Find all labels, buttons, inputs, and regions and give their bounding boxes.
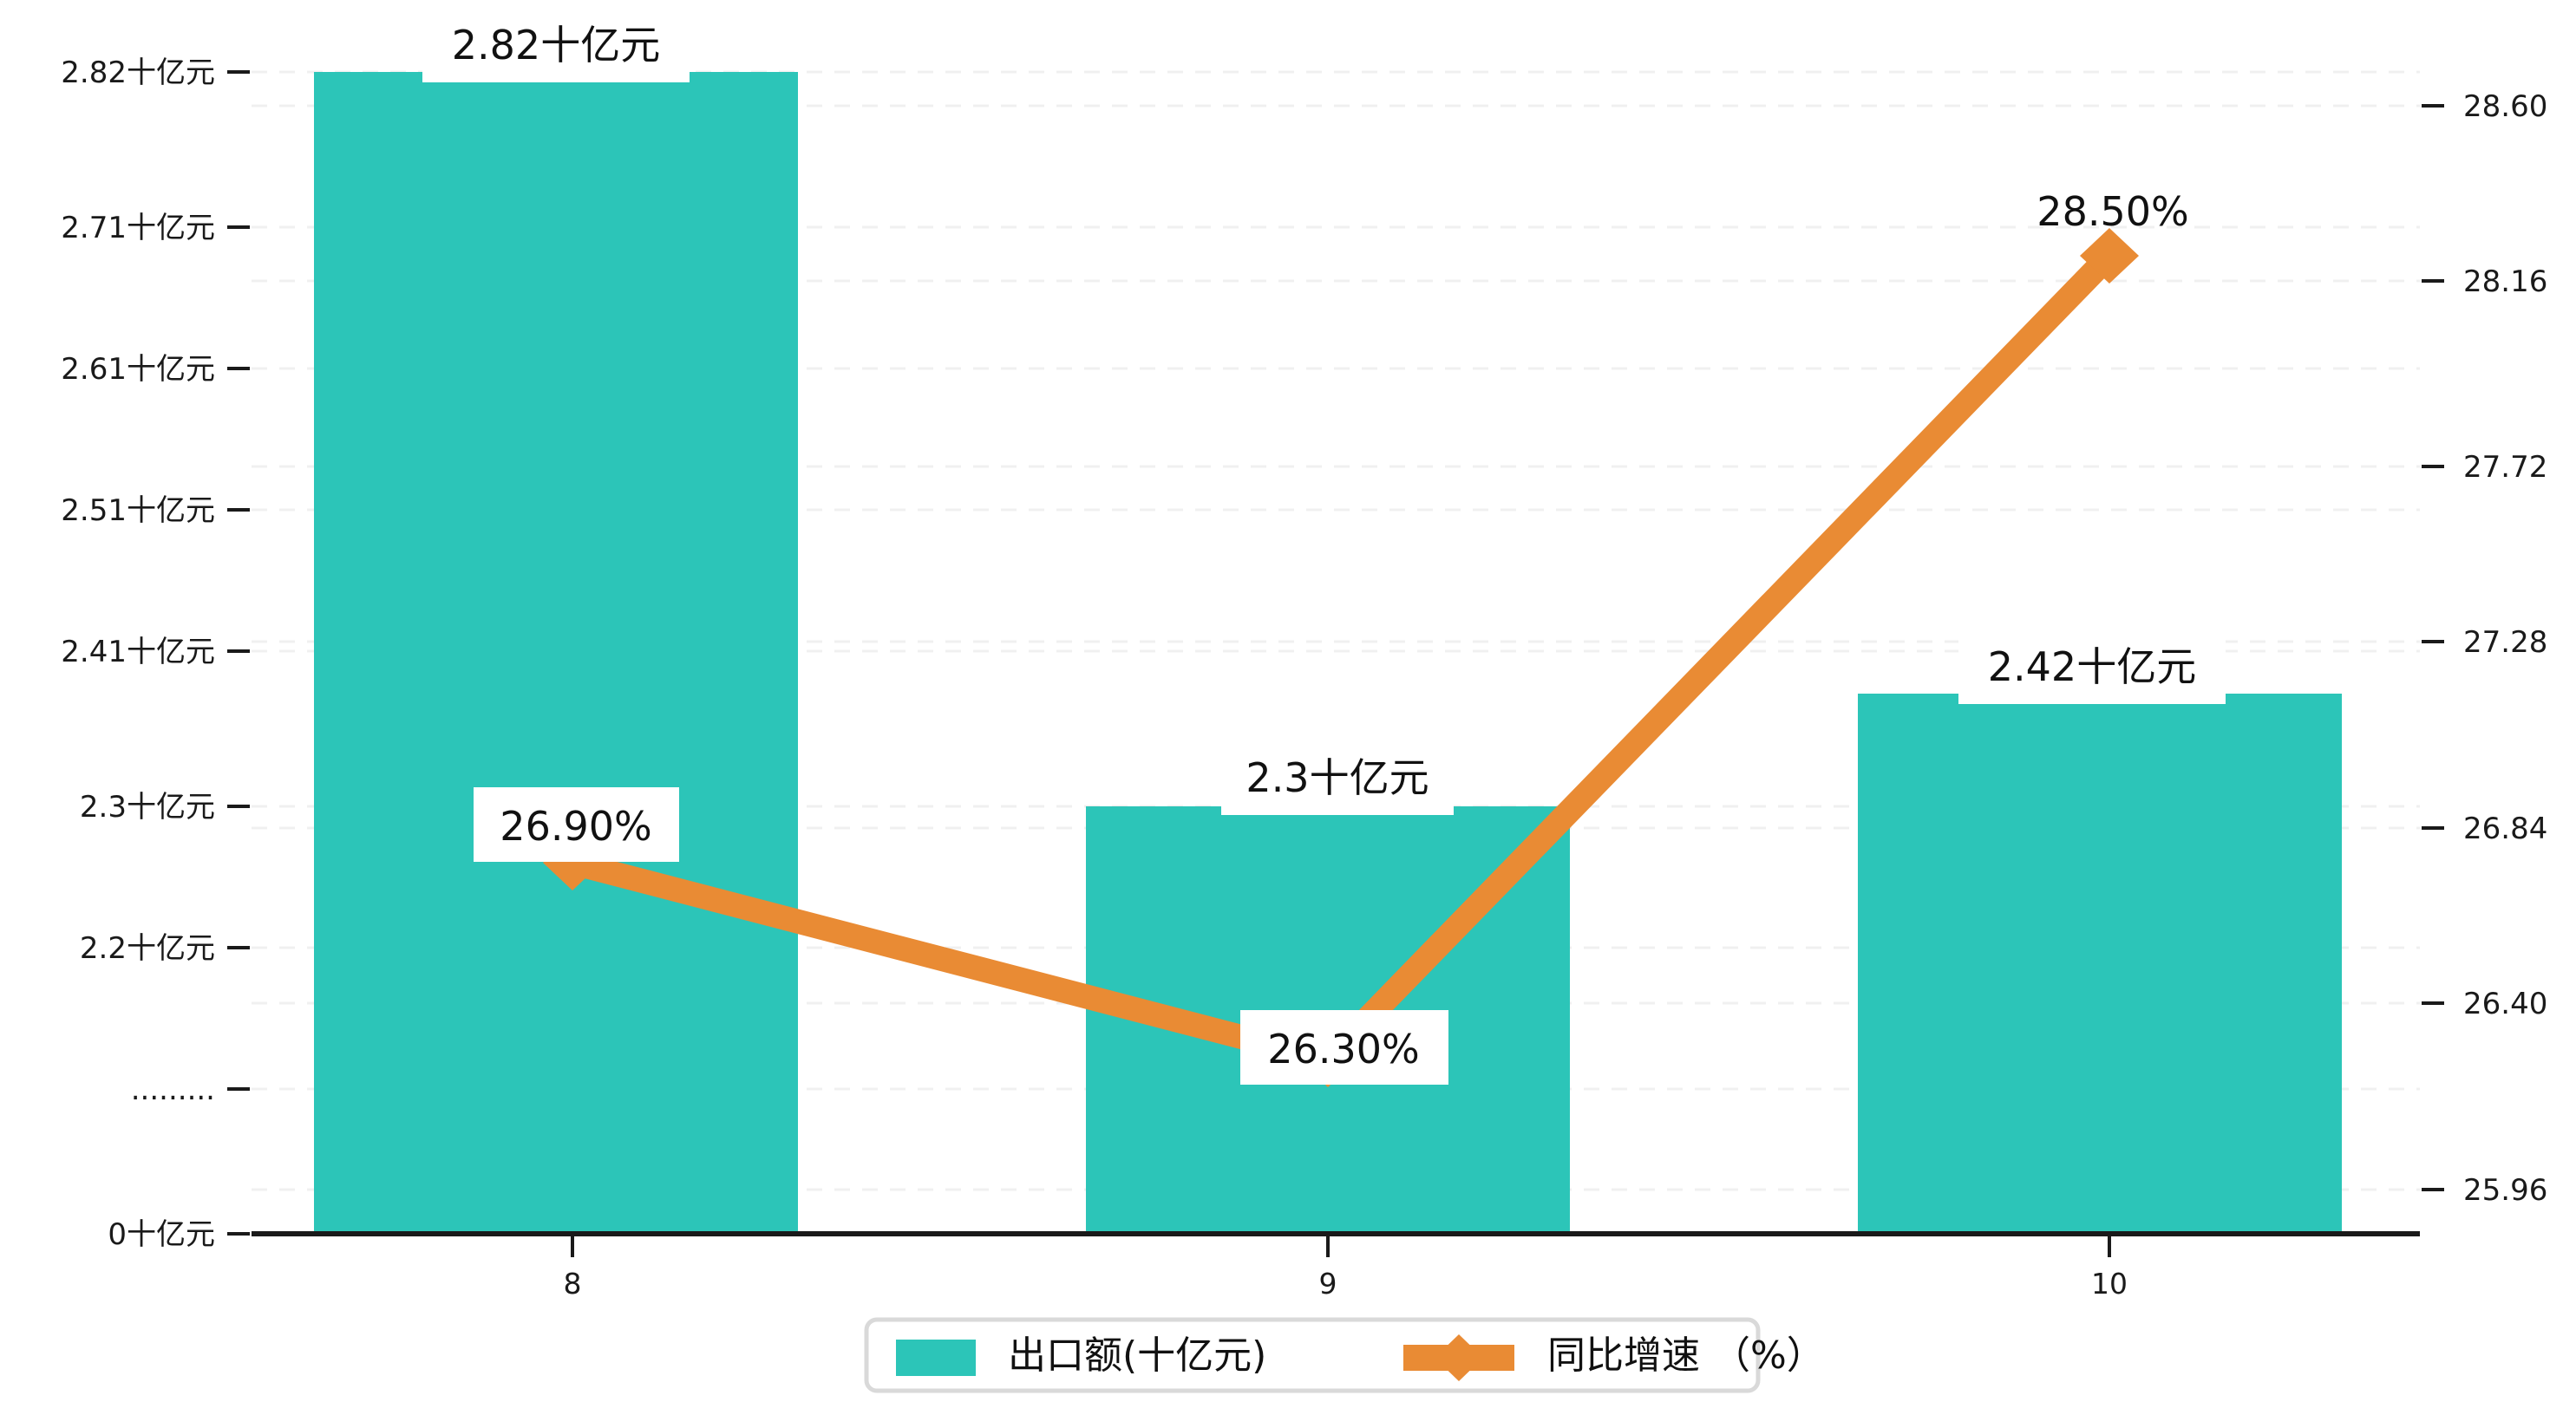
legend-label-export-value: 出口额(十亿元)	[1008, 1333, 1266, 1378]
bar-label-10: 2.42十亿元	[1988, 643, 2196, 690]
left-axis-label-5: 2.3十亿元	[80, 790, 215, 825]
line-label-8: 26.90%	[500, 803, 651, 850]
line-data-labels: 26.90% 26.30% 28.50%	[474, 188, 2189, 1085]
left-axis-label-2: 2.61十亿元	[61, 352, 215, 387]
x-axis-label-2: 10	[2091, 1267, 2128, 1301]
legend-item-export-value[interactable]: 出口额(十亿元)	[896, 1333, 1266, 1378]
right-axis-label-2: 27.72	[2463, 450, 2547, 485]
line-label-10: 28.50%	[2037, 188, 2188, 235]
x-axis-label-1: 9	[1319, 1267, 1337, 1301]
legend-swatch-icon-export-value	[896, 1340, 976, 1376]
bar-label-8: 2.82十亿元	[452, 22, 660, 68]
bar-10[interactable]	[1858, 694, 2342, 1234]
bar-label-bg-10	[1958, 626, 2226, 704]
line-label-9: 26.30%	[1267, 1026, 1419, 1073]
right-axis-label-5: 26.40	[2463, 987, 2547, 1021]
left-axis-label-3: 2.51十亿元	[61, 493, 215, 528]
right-axis-label-1: 28.16	[2463, 264, 2547, 299]
right-axis-label-3: 27.28	[2463, 625, 2547, 660]
left-y-axis: 2.82十亿元 2.71十亿元 2.61十亿元 2.51十亿元 2.41十亿元 …	[61, 55, 250, 1252]
legend-label-yoy-growth: 同比增速 （%）	[1547, 1333, 1825, 1378]
bar-data-labels: 2.82十亿元 2.3十亿元 2.42十亿元	[422, 4, 2226, 815]
bar-8[interactable]	[314, 72, 798, 1234]
left-axis-label-1: 2.71十亿元	[61, 211, 215, 245]
right-y-axis: 28.60 28.16 27.72 27.28 26.84 26.40 25.9…	[2422, 89, 2547, 1208]
right-axis-label-0: 28.60	[2463, 89, 2547, 124]
x-axis-label-0: 8	[564, 1267, 582, 1301]
x-axis: 8 9 10	[252, 1231, 2420, 1301]
line-label-bg-8	[474, 787, 679, 862]
line-marker-10[interactable]	[2080, 228, 2139, 284]
bar-label-9: 2.3十亿元	[1246, 754, 1429, 801]
legend-box	[864, 1317, 1761, 1393]
right-axis-label-4: 26.84	[2463, 812, 2547, 846]
line-label-bg-9	[1240, 1010, 1448, 1085]
bar-label-bg-9	[1221, 737, 1454, 815]
bar-label-bg-8	[422, 4, 690, 82]
right-axis-label-6: 25.96	[2463, 1173, 2547, 1208]
left-axis-label-0: 2.82十亿元	[61, 55, 215, 90]
legend-diamond-marker-icon-yoy-growth	[1435, 1334, 1483, 1381]
left-axis-label-7: .........	[131, 1073, 215, 1107]
left-axis-label-6: 2.2十亿元	[80, 931, 215, 966]
left-axis-label-4: 2.41十亿元	[61, 635, 215, 669]
chart-legend: 出口额(十亿元) 同比增速 （%）	[864, 1317, 1825, 1393]
left-axis-label-8: 0十亿元	[108, 1217, 215, 1252]
legend-item-yoy-growth[interactable]: 同比增速 （%）	[1403, 1333, 1825, 1381]
